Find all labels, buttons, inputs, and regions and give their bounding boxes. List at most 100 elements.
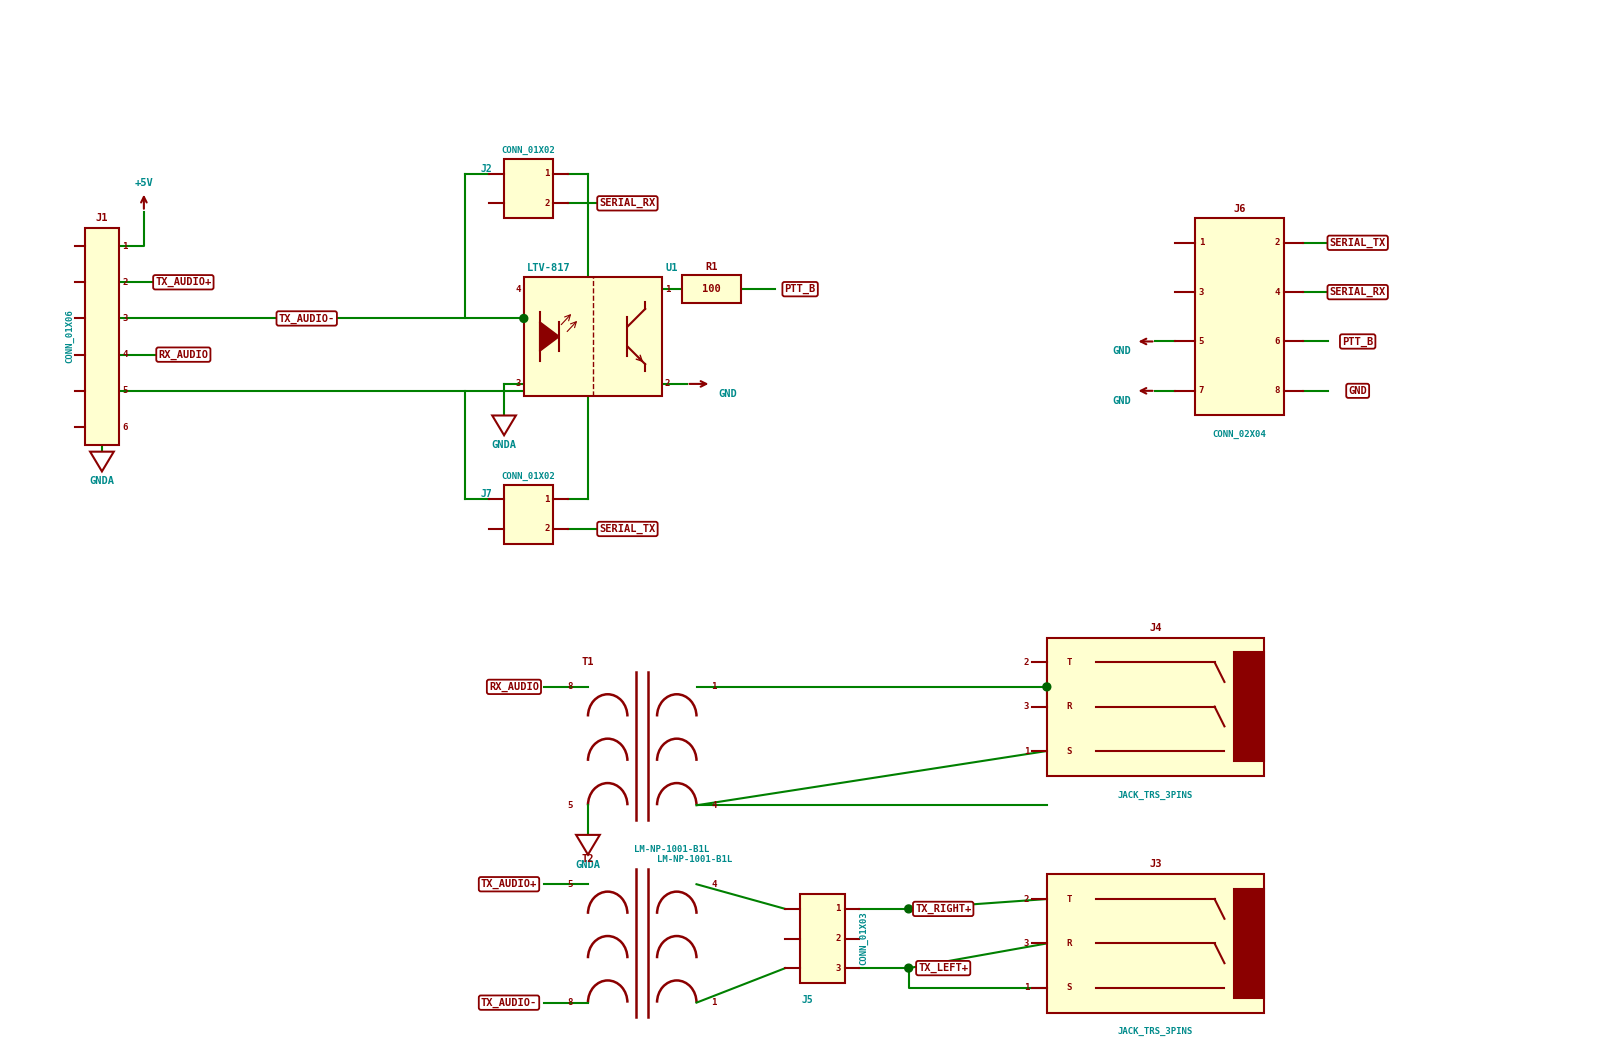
Text: 1: 1 — [712, 998, 717, 1008]
Text: 1: 1 — [1024, 983, 1029, 993]
Text: J1: J1 — [95, 213, 108, 223]
Text: 4: 4 — [123, 350, 128, 359]
Text: U1: U1 — [667, 264, 678, 273]
Text: JACK_TRS_3PINS: JACK_TRS_3PINS — [1118, 790, 1192, 800]
Text: PTT_B: PTT_B — [1341, 336, 1374, 347]
Text: PTT_B: PTT_B — [785, 285, 815, 294]
Text: 3: 3 — [1024, 702, 1029, 711]
Text: 4: 4 — [516, 285, 521, 294]
Bar — [84, 228, 120, 445]
Polygon shape — [91, 452, 113, 471]
Bar — [1235, 652, 1264, 761]
Text: 8: 8 — [568, 998, 573, 1008]
Text: J2: J2 — [481, 163, 492, 174]
Text: R: R — [1066, 702, 1073, 711]
Text: 3: 3 — [1199, 288, 1204, 296]
Text: 2: 2 — [835, 934, 841, 943]
Text: TX_RIGHT+: TX_RIGHT+ — [916, 903, 971, 914]
Text: TX_LEFT+: TX_LEFT+ — [917, 963, 968, 973]
Text: CONN_01X06: CONN_01X06 — [65, 310, 74, 364]
Polygon shape — [576, 835, 600, 855]
Text: CONN_01X03: CONN_01X03 — [859, 912, 869, 965]
Text: 100: 100 — [702, 285, 720, 294]
Text: 3: 3 — [516, 379, 521, 389]
Text: J6: J6 — [1233, 204, 1246, 214]
Text: T: T — [1066, 658, 1073, 667]
Text: 2: 2 — [665, 379, 670, 389]
Text: 6: 6 — [1275, 337, 1280, 346]
Text: 1: 1 — [1024, 746, 1029, 756]
Text: CONN_01X02: CONN_01X02 — [502, 145, 555, 155]
Text: LTV-817: LTV-817 — [526, 264, 571, 273]
Text: 2: 2 — [123, 278, 128, 287]
Circle shape — [1044, 683, 1050, 690]
Bar — [1047, 638, 1264, 776]
Text: 3: 3 — [123, 314, 128, 323]
Text: LM-NP-1001-B1L: LM-NP-1001-B1L — [634, 844, 709, 854]
Text: SERIAL_RX: SERIAL_RX — [1330, 287, 1385, 297]
Text: 4: 4 — [712, 801, 717, 809]
Text: GND: GND — [1112, 395, 1131, 406]
Text: JACK_TRS_3PINS: JACK_TRS_3PINS — [1118, 1028, 1192, 1036]
Text: 2: 2 — [544, 199, 550, 208]
Text: SERIAL_RX: SERIAL_RX — [599, 198, 655, 209]
Circle shape — [904, 905, 913, 913]
Text: 8: 8 — [568, 682, 573, 691]
Text: 2: 2 — [1275, 238, 1280, 248]
Text: TX_AUDIO-: TX_AUDIO- — [278, 313, 335, 324]
Polygon shape — [492, 415, 516, 435]
Text: J5: J5 — [801, 995, 814, 1004]
Text: 1: 1 — [835, 904, 841, 914]
Text: 5: 5 — [123, 387, 128, 395]
Bar — [801, 894, 845, 983]
Text: RX_AUDIO: RX_AUDIO — [489, 682, 539, 692]
Text: RX_AUDIO: RX_AUDIO — [159, 350, 209, 359]
Text: GND: GND — [1112, 347, 1131, 356]
Text: 4: 4 — [712, 880, 717, 889]
Text: T: T — [1066, 895, 1073, 903]
Bar — [524, 277, 662, 395]
Text: 1: 1 — [544, 170, 550, 178]
Text: 8: 8 — [1275, 387, 1280, 395]
Text: 5: 5 — [568, 801, 573, 809]
Text: 1: 1 — [544, 495, 550, 504]
Text: 2: 2 — [1024, 658, 1029, 667]
Text: SERIAL_TX: SERIAL_TX — [1330, 238, 1385, 248]
Bar — [1235, 890, 1264, 998]
Circle shape — [904, 964, 913, 972]
Text: T1: T1 — [582, 657, 594, 667]
Bar — [505, 485, 553, 544]
Text: GNDA: GNDA — [576, 860, 600, 870]
Text: 5: 5 — [1199, 337, 1204, 346]
Polygon shape — [539, 321, 560, 351]
Text: 1: 1 — [665, 285, 670, 294]
Text: GNDA: GNDA — [89, 476, 115, 486]
Text: J4: J4 — [1149, 623, 1162, 632]
Text: GNDA: GNDA — [492, 441, 516, 450]
Text: 7: 7 — [1199, 387, 1204, 395]
Text: 3: 3 — [1024, 939, 1029, 948]
Bar — [681, 275, 741, 302]
Text: 2: 2 — [1024, 895, 1029, 903]
Circle shape — [519, 314, 527, 323]
Text: 1: 1 — [712, 682, 717, 691]
Text: S: S — [1066, 983, 1073, 993]
Bar — [1047, 875, 1264, 1013]
Text: CONN_02X04: CONN_02X04 — [1212, 430, 1267, 440]
Text: GND: GND — [1348, 386, 1367, 396]
Text: 4: 4 — [1275, 288, 1280, 296]
Text: 6: 6 — [123, 423, 128, 431]
Text: 5: 5 — [568, 880, 573, 889]
Text: TX_AUDIO+: TX_AUDIO+ — [481, 879, 537, 890]
Text: +5V: +5V — [134, 178, 154, 188]
Text: LM-NP-1001-B1L: LM-NP-1001-B1L — [657, 856, 733, 864]
Text: CONN_01X02: CONN_01X02 — [502, 471, 555, 481]
Text: J3: J3 — [1149, 859, 1162, 870]
Text: TX_AUDIO-: TX_AUDIO- — [481, 997, 537, 1008]
Text: 3: 3 — [835, 963, 841, 973]
Text: GND: GND — [718, 389, 736, 398]
Text: 1: 1 — [1199, 238, 1204, 248]
Text: SERIAL_TX: SERIAL_TX — [599, 524, 655, 534]
Text: R: R — [1066, 939, 1073, 948]
Text: 1: 1 — [123, 241, 128, 251]
